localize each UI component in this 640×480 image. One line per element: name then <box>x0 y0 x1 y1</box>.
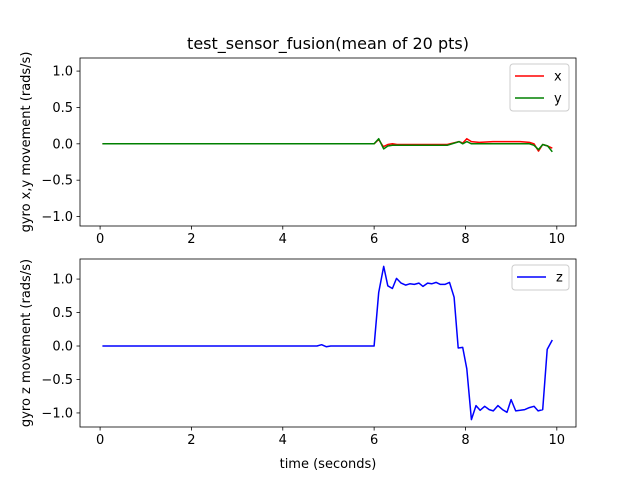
y-tick-label: 0.5 <box>52 101 73 116</box>
x-tick-label: 2 <box>187 232 195 247</box>
series-line-z <box>102 265 553 421</box>
x-axis-label: time (seconds) <box>280 457 377 472</box>
y-tick-label: −1.0 <box>41 406 73 421</box>
x-tick-label: 6 <box>370 433 378 448</box>
y-tick-label: −0.5 <box>41 373 73 388</box>
x-tick-label: 10 <box>549 232 566 247</box>
chart-title: test_sensor_fusion(mean of 20 pts) <box>187 34 469 54</box>
y-tick-label: 1.0 <box>52 65 73 80</box>
top-axes: 0 2 4 6 8 10 −1.0 −0.5 0.0 0.5 1.0 xy <box>41 57 577 247</box>
series-line-x <box>102 137 553 152</box>
x-tick-label: 4 <box>279 433 287 448</box>
axes-frame <box>79 258 577 428</box>
bottom-axes: 0 2 4 6 8 10 −1.0 −0.5 0.0 0.5 1.0 z <box>41 258 577 448</box>
legend-label-z: z <box>556 271 563 286</box>
axes-frame <box>79 57 577 227</box>
x-tick-label: 0 <box>96 433 104 448</box>
x-tick-label: 8 <box>461 433 469 448</box>
bottom-y-axis-label: gyro z movement (rads/s) <box>19 259 34 427</box>
legend-label-x: x <box>554 70 562 85</box>
y-tick-label: 1.0 <box>52 273 73 288</box>
top-y-axis-label: gyro x,y movement (rads/s) <box>19 52 34 233</box>
x-tick-label: 4 <box>279 232 287 247</box>
y-tick-label: 0.0 <box>52 137 73 152</box>
series-line-y <box>102 137 553 153</box>
y-tick-label: 0.0 <box>52 340 73 355</box>
legend-label-y: y <box>554 92 562 107</box>
x-tick-label: 0 <box>96 232 104 247</box>
x-tick-label: 6 <box>370 232 378 247</box>
y-tick-label: −1.0 <box>41 210 73 225</box>
y-tick-label: 0.5 <box>52 306 73 321</box>
x-tick-label: 10 <box>549 433 566 448</box>
y-tick-label: −0.5 <box>41 174 73 189</box>
x-tick-label: 2 <box>187 433 195 448</box>
x-tick-label: 8 <box>461 232 469 247</box>
